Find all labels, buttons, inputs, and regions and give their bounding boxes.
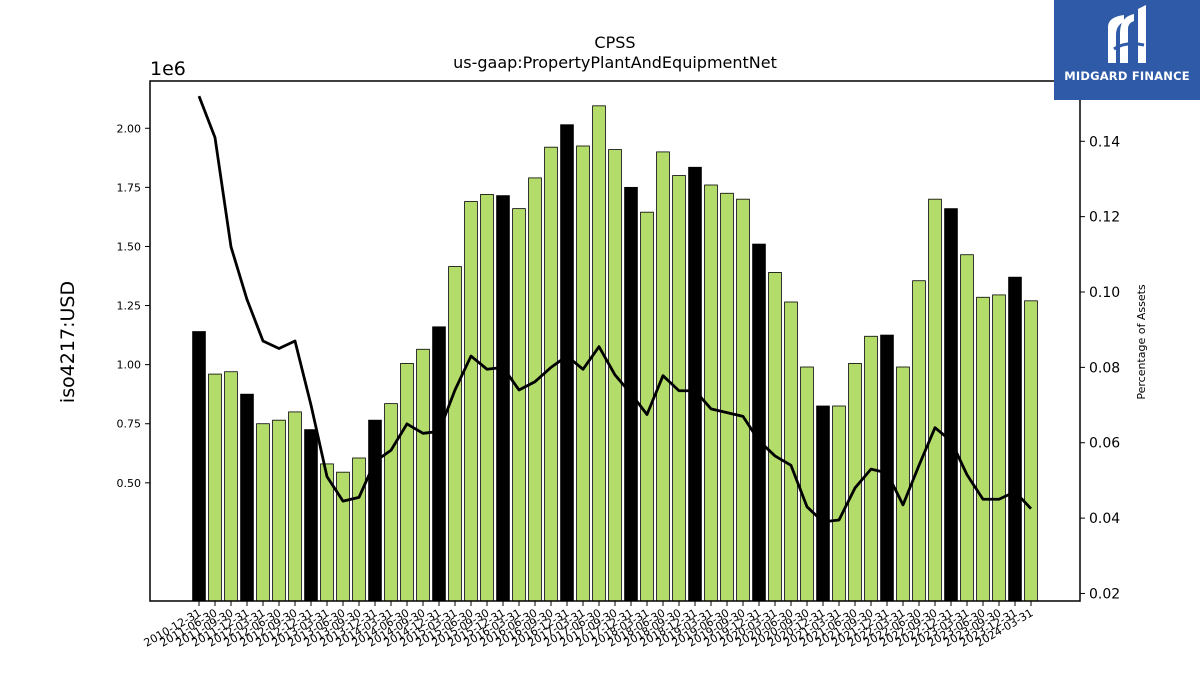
- midgard-finance-logo: MIDGARD FINANCE: [1054, 0, 1200, 100]
- y2-tick-label: 0.06: [1089, 436, 1120, 452]
- chart-title: CPSS: [594, 33, 635, 52]
- bar: [528, 177, 542, 602]
- bar: [576, 145, 590, 602]
- line-group: [197, 95, 1033, 524]
- midgard-logo-icon: [1108, 5, 1146, 63]
- bar: [272, 419, 286, 602]
- logo-text: MIDGARD FINANCE: [1064, 69, 1190, 83]
- y-axis-ticks: 0.50 0.75 1.00 1.25 1.50 1.75 2.00: [117, 122, 150, 490]
- bar: [736, 198, 750, 602]
- bar: [240, 393, 254, 602]
- y-tick-label: 1.50: [117, 240, 142, 253]
- bar: [400, 363, 414, 602]
- y-axis-label: iso4217:USD: [57, 281, 79, 403]
- bar: [768, 272, 782, 602]
- bar: [944, 208, 958, 602]
- bar: [1008, 276, 1022, 602]
- bar: [816, 405, 830, 602]
- y2-tick-label: 0.04: [1089, 511, 1120, 527]
- y-tick-label: 2.00: [117, 122, 142, 135]
- y-tick-label: 1.75: [117, 181, 142, 194]
- bar: [560, 124, 574, 602]
- bar: [928, 198, 942, 602]
- bar: [880, 334, 894, 602]
- bar: [224, 371, 238, 602]
- bar: [992, 294, 1006, 602]
- y2-tick-label: 0.02: [1089, 586, 1120, 602]
- bar: [208, 373, 222, 602]
- bar: [832, 405, 846, 602]
- bar: [752, 243, 766, 602]
- bar: [896, 366, 910, 602]
- chart-subtitle: us-gaap:PropertyPlantAndEquipmentNet: [453, 53, 777, 72]
- y2-tick-label: 0.12: [1089, 210, 1120, 226]
- bar: [416, 348, 430, 602]
- bar: [800, 366, 814, 602]
- bar: [256, 423, 270, 602]
- bar: [960, 254, 974, 602]
- bar: [976, 296, 990, 602]
- bar: [368, 419, 382, 602]
- bar: [192, 331, 206, 602]
- bar: [336, 471, 350, 602]
- y-tick-label: 1.00: [117, 359, 142, 372]
- bar: [544, 146, 558, 602]
- bar: [448, 266, 462, 602]
- bar: [720, 192, 734, 602]
- bar: [464, 201, 478, 602]
- y2-axis-ticks: 0.02 0.04 0.06 0.08 0.10 0.12 0.14: [1080, 134, 1120, 602]
- y-tick-label: 1.25: [117, 300, 142, 313]
- bar: [912, 280, 926, 602]
- bars-group: [192, 105, 1038, 602]
- bar: [480, 194, 494, 602]
- bar: [512, 208, 526, 602]
- x-axis-ticks: 2010-12-312011-06-302011-09-302011-12-31…: [142, 601, 1036, 650]
- y-scale-label: 1e6: [150, 58, 186, 80]
- y2-tick-label: 0.08: [1089, 360, 1120, 376]
- bar: [304, 429, 318, 602]
- bar: [352, 457, 366, 602]
- y2-tick-label: 0.10: [1089, 285, 1120, 301]
- bar: [704, 184, 718, 602]
- bar: [432, 326, 446, 602]
- y2-axis-label: Percentage of Assets: [1135, 284, 1148, 400]
- percentage-line: [197, 95, 1033, 524]
- bar: [384, 403, 398, 602]
- y-tick-label: 0.50: [117, 477, 142, 490]
- bar: [688, 166, 702, 602]
- y-tick-label: 0.75: [117, 418, 142, 431]
- bar: [288, 411, 302, 602]
- bar: [496, 195, 510, 602]
- bar: [784, 301, 798, 602]
- bar: [1024, 300, 1038, 602]
- y2-tick-label: 0.14: [1089, 134, 1120, 150]
